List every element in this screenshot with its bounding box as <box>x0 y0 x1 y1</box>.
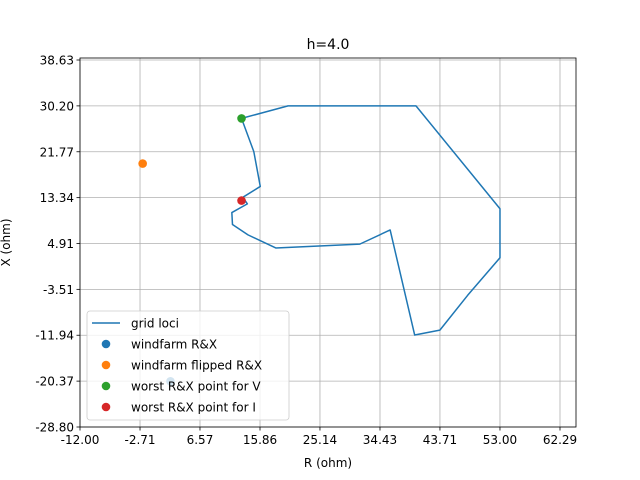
y-tick-label: 13.34 <box>40 191 74 205</box>
axis-ticks: -12.00 -2.71 6.57 15.86 25.14 34.43 43.71 53.00… <box>35 54 577 448</box>
legend-label-windfarm-r-x: windfarm R&X <box>131 338 217 352</box>
y-tick-label: 30.20 <box>40 99 74 113</box>
legend-marker-worst-r-x-point-for-v <box>101 381 111 391</box>
legend-marker-worst-r-x-point-for-i <box>101 402 111 412</box>
x-tick-label: 25.14 <box>303 433 337 447</box>
y-tick-label: -11.94 <box>35 329 74 343</box>
legend-label-worst-r-x-point-for-v: worst R&X point for V <box>131 380 261 394</box>
legend-box <box>86 310 290 421</box>
x-tick-label: 6.57 <box>187 433 214 447</box>
legend-label-grid-loci: grid loci <box>131 317 179 331</box>
plot-frame <box>79 57 577 428</box>
y-tick-label: -28.80 <box>35 421 74 435</box>
worst-r-x-point-for-v-point <box>237 114 246 123</box>
legend-marker-windfarm-flipped-r-x <box>101 360 111 370</box>
windfarm-flipped-r-x-point <box>138 159 147 168</box>
x-tick-label: 53.00 <box>483 433 517 447</box>
x-tick-label: -2.71 <box>124 433 155 447</box>
chart-title: h=4.0 <box>307 37 350 53</box>
y-tick-label: 4.91 <box>47 237 74 251</box>
worst-r-x-point-for-i-point <box>237 196 246 205</box>
x-tick-label: -12.00 <box>61 433 100 447</box>
legend-label-worst-r-x-point-for-i: worst R&X point for I <box>131 401 256 415</box>
x-tick-label: 34.43 <box>363 433 397 447</box>
x-tick-label: 62.29 <box>543 433 577 447</box>
legend-label-windfarm-flipped-r-x: windfarm flipped R&X <box>131 359 262 373</box>
y-tick-label: -20.37 <box>35 375 74 389</box>
x-axis-label: R (ohm) <box>304 456 352 470</box>
y-axis-label: X (ohm) <box>0 218 13 266</box>
legend: grid loci windfarm R&X windfarm flipped R&… <box>86 310 290 421</box>
x-tick-label: 43.71 <box>423 433 457 447</box>
y-tick-label: 21.77 <box>40 145 74 159</box>
legend-marker-windfarm-r-x <box>101 339 111 349</box>
y-tick-label: -3.51 <box>43 283 74 297</box>
x-tick-label: 15.86 <box>243 433 277 447</box>
y-tick-label: 38.63 <box>40 54 74 68</box>
